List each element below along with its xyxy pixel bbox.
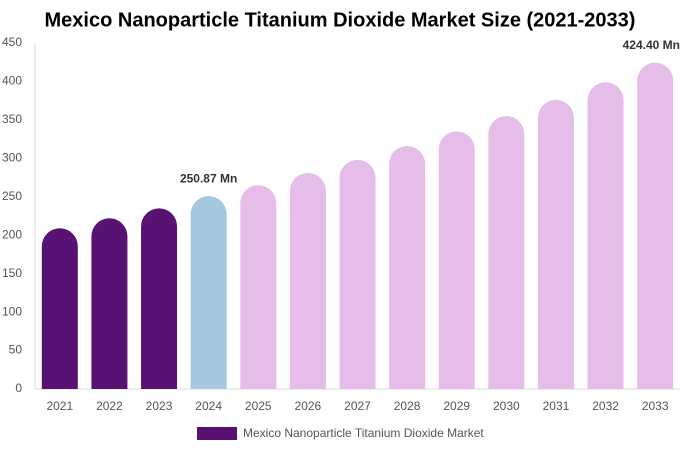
y-tick-label: 0 (15, 381, 22, 395)
y-tick-label: 150 (2, 266, 22, 280)
bar (141, 208, 178, 389)
bar (637, 62, 674, 389)
bar (41, 228, 78, 389)
x-tick-label: 2025 (245, 399, 272, 413)
bar (289, 172, 326, 389)
x-tick-label: 2029 (443, 399, 470, 413)
legend-swatch (197, 427, 237, 440)
y-tick-label: 350 (2, 112, 22, 126)
y-tick-label: 250 (2, 189, 22, 203)
chart-title: Mexico Nanoparticle Titanium Dioxide Mar… (45, 9, 636, 31)
x-tick-label: 2024 (195, 399, 222, 413)
bar (587, 82, 624, 390)
bar (389, 146, 426, 389)
legend-label: Mexico Nanoparticle Titanium Dioxide Mar… (243, 426, 484, 440)
bar (91, 218, 128, 389)
y-tick-label: 300 (2, 151, 22, 165)
x-tick-label: 2032 (592, 399, 619, 413)
bar (537, 99, 574, 390)
bar (488, 116, 525, 389)
bar (438, 131, 475, 389)
x-tick-label: 2023 (146, 399, 173, 413)
x-tick-label: 2031 (543, 399, 570, 413)
bar (339, 159, 376, 389)
x-tick-label: 2022 (96, 399, 123, 413)
y-tick-label: 450 (2, 35, 22, 49)
x-tick-label: 2027 (344, 399, 371, 413)
bar (240, 185, 277, 389)
y-tick-label: 50 (9, 343, 23, 357)
bar (190, 196, 227, 389)
x-tick-label: 2033 (642, 399, 669, 413)
x-tick-label: 2021 (46, 399, 73, 413)
y-tick-label: 100 (2, 304, 22, 318)
x-tick-label: 2030 (493, 399, 520, 413)
value-label: 250.87 Mn (180, 171, 237, 185)
y-tick-label: 400 (2, 74, 22, 88)
y-tick-label: 200 (2, 227, 22, 241)
value-label: 424.40 Mn (623, 38, 680, 52)
x-tick-label: 2028 (394, 399, 421, 413)
x-tick-label: 2026 (295, 399, 322, 413)
